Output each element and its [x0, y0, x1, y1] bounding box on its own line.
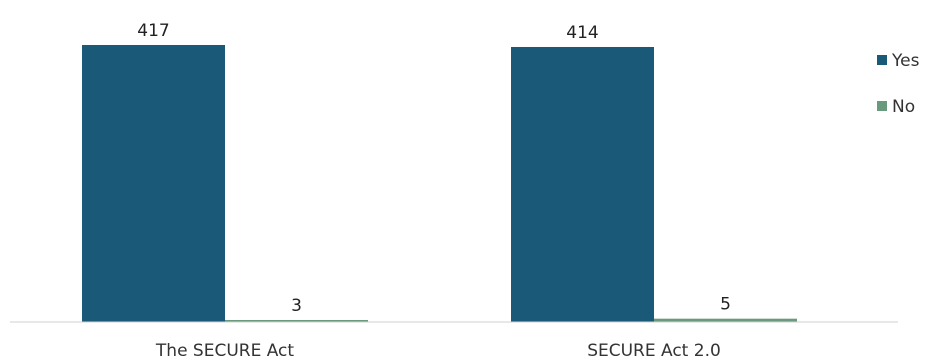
legend-swatch-no — [877, 101, 887, 111]
bar-secure-act-2-0-yes — [511, 46, 654, 322]
legend-label-yes: Yes — [891, 51, 920, 71]
bar-the-secure-act-no — [225, 320, 368, 322]
x-tick-label-secure-act-2-0: SECURE Act 2.0 — [587, 341, 721, 361]
data-label-the-secure-act-yes: 417 — [137, 21, 169, 41]
data-label-the-secure-act-no: 3 — [291, 296, 302, 316]
data-label-secure-act-2-0-yes: 414 — [566, 23, 598, 43]
data-labels-group: 417 3 414 5 — [137, 21, 731, 316]
data-label-secure-act-2-0-no: 5 — [720, 295, 731, 315]
bars-group — [82, 44, 797, 322]
legend: Yes No — [877, 51, 920, 117]
legend-label-no: No — [892, 97, 915, 117]
legend-swatch-yes — [877, 55, 887, 65]
bar-secure-act-2-0-no — [654, 318, 797, 322]
x-tick-label-the-secure-act: The SECURE Act — [155, 341, 295, 361]
bar-the-secure-act-yes — [82, 44, 225, 322]
x-tick-labels-group: The SECURE Act SECURE Act 2.0 — [155, 341, 721, 361]
